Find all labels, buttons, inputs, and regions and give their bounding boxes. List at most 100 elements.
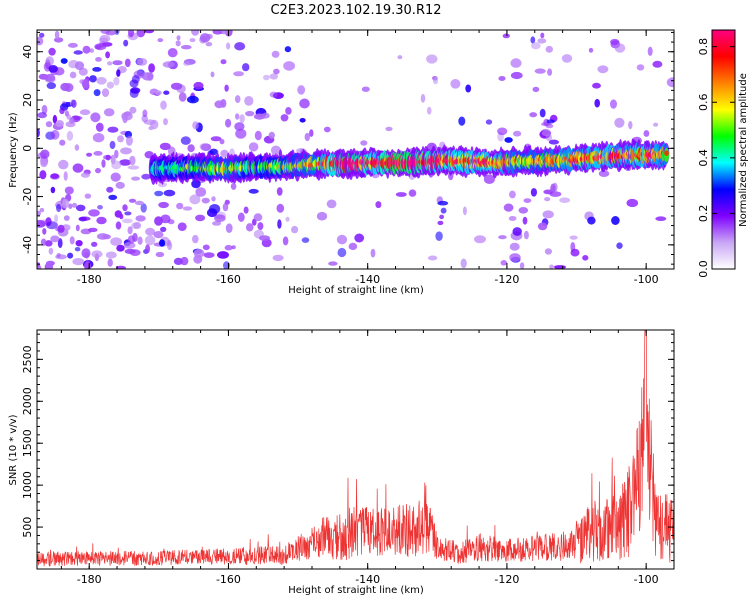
spectrogram-noise-cell [217,251,229,259]
spectrogram-noise-cell [44,73,56,82]
spectrogram-noise-cell [291,225,299,234]
snr-x-tick-label: -100 [634,573,659,586]
spectrogram-noise-cell [145,227,156,236]
spectrogram-noise-cell [544,248,553,255]
spectrogram-noise-cell [106,186,114,193]
spectrogram-noise-cell [523,198,532,204]
spectrogram-y-tick-label: -20 [21,188,34,206]
spectrogram-noise-cell [50,235,60,243]
spectrogram-noise-cell [530,188,538,197]
spectrogram-noise-cell [69,236,75,245]
spectrogram-noise-cell [96,233,109,240]
spectrogram-noise-cell [460,258,467,269]
spectrogram-noise-cell [129,106,137,114]
snr-y-tick-label: 2500 [21,345,34,373]
spectrogram-noise-cell [626,198,639,208]
spectrogram-frame [36,29,675,270]
spectrogram-noise-cell [167,48,178,58]
spectrogram-noise-cell [529,112,538,118]
spectrogram-noise-cell [114,149,119,159]
spectrogram-noise-cell [95,122,104,132]
spectrogram-noise-cell [93,89,101,97]
spectrogram-noise-cell [107,126,119,133]
spectrogram-noise-cell [537,222,548,231]
spectrogram-noise-cell [78,67,88,76]
spectrogram-noise-cell [244,96,254,106]
colorbar-tick-label: 0.6 [697,94,710,112]
spectrogram-noise-cell [142,109,148,117]
spectrogram-noise-cell [101,88,110,97]
spectrogram-noise-cell [107,258,113,267]
snr-y-tick-label: 1000 [21,471,34,499]
snr-x-axis-label: Height of straight line (km) [288,585,424,596]
spectrogram-noise-cell [385,126,393,132]
snr-y-tick-label: 1500 [21,429,34,457]
colorbar-tick-label: 0.2 [697,205,710,223]
spectrogram-noise-cell [141,72,154,81]
spectrogram-noise-cell [544,197,551,202]
spectrogram-noise-cell [234,122,245,131]
spectrogram-noise-cell [336,234,348,245]
spectrogram-y-tick-label: 0 [21,145,34,152]
spectrogram-noise-cell [323,126,331,133]
spectrogram-noise-cell [105,251,117,259]
spectrogram-noise-cell [121,111,133,121]
spectrogram-noise-cell [48,65,58,73]
spectrogram-noise-cell [210,136,222,142]
spectrogram-noise-cell [123,242,136,249]
spectrogram-noise-cell [248,142,259,152]
spectrogram-noise-cell [534,68,546,74]
spectrogram-noise-cell [582,254,589,261]
spectrogram-y-axis-label: Frequency (Hz) [8,112,19,188]
spectrogram-noise-cell [546,119,555,124]
spectrogram-noise-cell [53,37,64,43]
spectrogram-noise-cell [180,136,191,145]
spectrogram-noise-cell [427,255,438,261]
spectrogram-noise-cell [141,173,151,180]
spectrogram-y-tick-label: 20 [21,93,34,107]
spectrogram-noise-cell [42,228,47,235]
spectrogram-noise-cell [103,154,112,160]
spectrogram-noise-cell [187,95,199,104]
spectrogram-noise-cell [202,244,210,251]
spectrogram-noise-cell [258,235,271,241]
snr-panel: -180 -160 -140 -120 -1005001000150020002500 … [8,329,675,596]
snr-x-tick-label: -160 [216,573,241,586]
spectrogram-noise-cell [537,38,547,44]
spectrogram-noise-cell [60,58,68,64]
spectrogram-noise-cell [78,216,87,222]
spectrogram-noise-cell [98,37,109,43]
spectrogram-noise-cell [273,68,280,75]
spectrogram-noise-cell [181,45,192,50]
spectrogram-noise-cell [212,221,222,226]
spectrogram-noise-cell [68,203,73,209]
spectrogram-noise-cell [375,201,382,209]
spectrogram-noise-cell [74,144,80,151]
spectrogram-noise-cell [193,81,204,90]
colorbar-label: Normalized spectral amplitude [738,73,749,227]
spectrogram-noise-cell [116,244,125,252]
spectrogram-noise-cell [239,114,245,123]
spectrogram-noise-cell [114,210,123,218]
spectrogram-noise-cell [39,32,45,38]
spectrogram-noise-cell [92,133,105,143]
spectrogram-noise-cell [214,214,226,222]
spectrogram-noise-cell [129,155,136,166]
colorbar: 0.0 0.2 0.4 0.6 0.8 Normalized spectral ampl… [697,29,749,278]
spectrogram-noise-cell [90,112,101,123]
spectrogram-noise-cell [509,253,521,263]
spectrogram-noise-cell [140,203,147,213]
spectrogram-noise-cell [276,187,283,196]
spectrogram-noise-cell [643,130,650,137]
spectrogram-noise-cell [653,122,659,127]
spectrogram-noise-cell [94,43,107,51]
spectrogram-noise-cell [283,61,295,71]
spectrogram-noise-cell [67,42,78,48]
spectrogram-noise-cell [106,81,114,89]
spectrogram-noise-cell [54,30,60,39]
spectrogram-noise-cell [462,206,467,216]
spectrogram-noise-cell [510,71,523,80]
spectrogram-noise-cell [137,58,148,66]
spectrogram-noise-cell [233,71,245,77]
spectrogram-noise-cell [235,113,240,120]
